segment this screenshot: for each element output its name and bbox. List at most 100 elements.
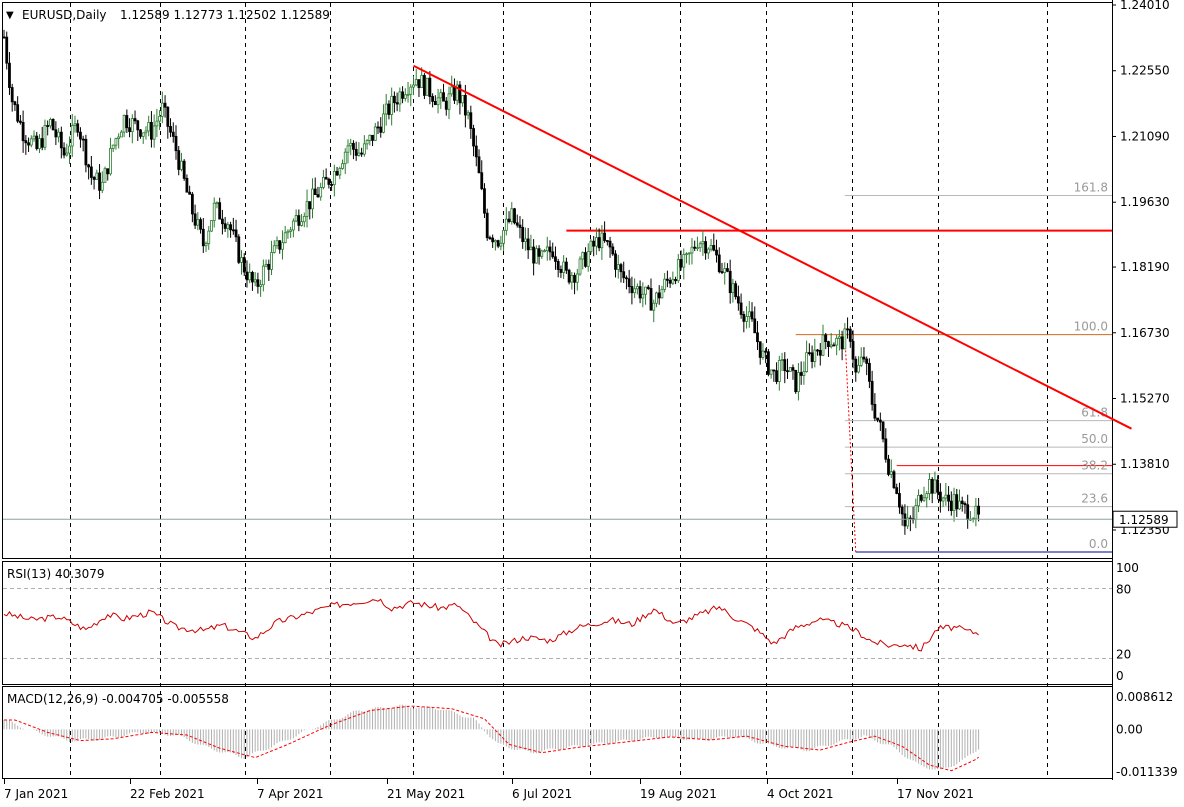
candle-body xyxy=(788,367,792,373)
candle-body xyxy=(518,224,522,228)
candle-body xyxy=(944,494,948,499)
candle-body xyxy=(726,268,729,272)
candle-body xyxy=(193,213,197,226)
candle-body xyxy=(499,242,503,247)
candle-body xyxy=(59,131,63,149)
candle-body xyxy=(311,188,314,210)
candle-body xyxy=(395,102,399,105)
candle-body xyxy=(289,229,293,232)
price-tick-label: 1.13810 xyxy=(1120,457,1170,471)
candle-body xyxy=(291,220,295,231)
candle-body xyxy=(24,140,28,144)
candle-body xyxy=(930,479,934,494)
macd-tick-label: 0.00 xyxy=(1116,722,1143,736)
candle-body xyxy=(373,126,377,141)
rsi-panel[interactable] xyxy=(2,561,1113,685)
candle-body xyxy=(180,160,183,170)
time-tick-label: 17 Nov 2021 xyxy=(897,787,974,801)
candle-body xyxy=(412,84,415,88)
candle-body xyxy=(332,170,336,186)
candle-body xyxy=(431,96,435,102)
candle-body xyxy=(231,229,235,232)
candle-body xyxy=(152,125,156,140)
candle-body xyxy=(775,370,778,382)
candle-body xyxy=(472,128,475,147)
candle-body xyxy=(447,93,451,110)
candle-body xyxy=(190,193,194,215)
candle-body xyxy=(701,241,705,245)
candle-body xyxy=(496,240,500,247)
candle-body xyxy=(783,359,787,372)
candle-body xyxy=(958,500,961,510)
candle-body xyxy=(98,172,101,191)
candle-body xyxy=(466,112,470,116)
candle-body xyxy=(922,497,926,501)
symbol-label: EURUSD,Daily xyxy=(22,8,107,22)
downtrend-line xyxy=(413,64,1132,430)
candle-body xyxy=(780,359,784,362)
fib-anchor-line xyxy=(844,334,857,553)
candle-body xyxy=(742,314,746,322)
candle-body xyxy=(777,360,781,382)
candle-body xyxy=(171,131,175,137)
candle-body xyxy=(821,334,825,356)
candle-body xyxy=(696,247,699,250)
candle-body xyxy=(242,257,246,273)
candle-body xyxy=(316,194,320,198)
candle-body xyxy=(43,125,47,148)
candle-body xyxy=(797,372,800,393)
candle-body xyxy=(319,187,323,198)
candle-body xyxy=(720,271,724,274)
rsi-axis: 100 80 20 0 xyxy=(1116,561,1139,683)
candle-body xyxy=(32,135,36,140)
price-panel[interactable] xyxy=(2,2,1113,559)
candle-body xyxy=(873,403,877,419)
candle-body xyxy=(38,138,41,149)
candle-body xyxy=(898,493,901,508)
candle-body xyxy=(837,336,841,339)
candle-body xyxy=(600,232,604,249)
candle-body xyxy=(199,219,202,230)
collapse-triangle-icon[interactable]: ▼ xyxy=(6,10,14,21)
rsi-tick-label: 20 xyxy=(1116,647,1131,661)
candle-body xyxy=(354,148,358,156)
candle-body xyxy=(816,349,819,352)
candle-body xyxy=(46,125,50,127)
candle-body xyxy=(218,202,222,220)
candle-body xyxy=(76,123,80,133)
candle-body xyxy=(810,352,814,362)
candle-body xyxy=(584,252,587,267)
time-tick-label: 22 Feb 2021 xyxy=(130,787,205,801)
candle-body xyxy=(267,263,271,270)
candle-body xyxy=(578,258,582,275)
candle-body xyxy=(21,122,25,142)
horizontal-levels[interactable] xyxy=(566,229,1112,553)
candle-body xyxy=(876,417,879,421)
candle-body xyxy=(493,240,497,243)
candle-body xyxy=(521,227,525,243)
candle-body xyxy=(371,134,374,141)
candle-body xyxy=(264,263,268,267)
candle-body xyxy=(436,97,440,106)
fib-level-label: 61.8 xyxy=(1081,406,1108,420)
rsi-line xyxy=(3,598,979,652)
candle-body xyxy=(117,136,121,139)
candle-body xyxy=(428,77,432,97)
candle-body xyxy=(644,286,647,295)
candle-body xyxy=(483,188,486,214)
candle-body xyxy=(660,288,664,299)
candle-body xyxy=(586,251,590,267)
vertical-gridlines xyxy=(70,3,1048,778)
candle-body xyxy=(799,372,803,376)
candle-body xyxy=(139,129,142,137)
candle-body xyxy=(68,145,71,154)
candle-body xyxy=(687,252,691,255)
trendline[interactable] xyxy=(413,64,1132,430)
candle-body xyxy=(813,349,817,362)
candle-body xyxy=(622,271,626,279)
candle-body xyxy=(488,237,492,240)
candle-body xyxy=(401,91,404,99)
candle-body xyxy=(49,119,52,127)
candle-body xyxy=(562,261,566,273)
